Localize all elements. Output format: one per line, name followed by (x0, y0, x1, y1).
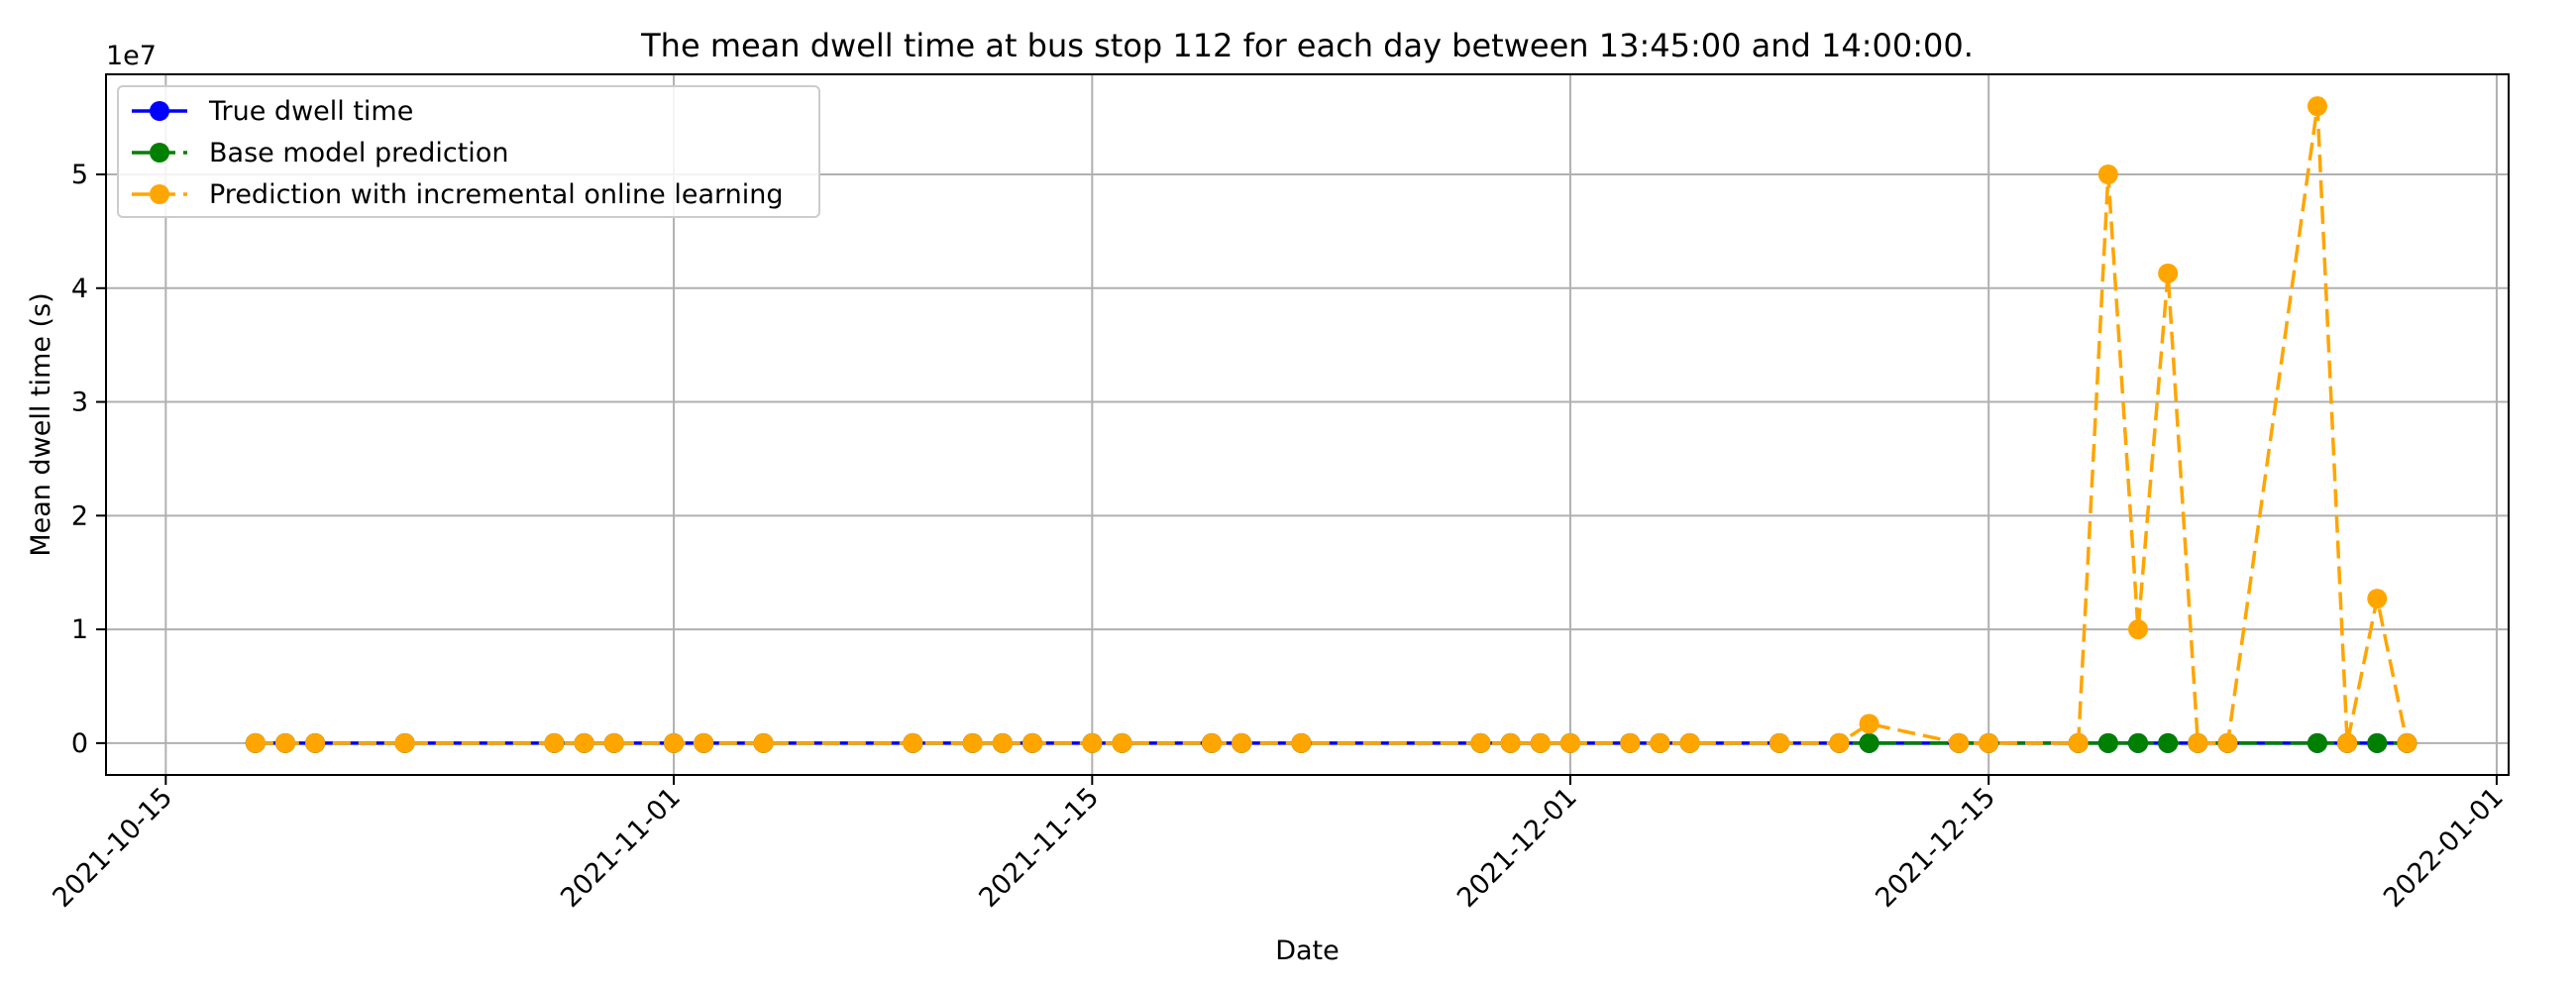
data-point (1829, 732, 1850, 753)
data-point (1112, 732, 1132, 753)
legend-label: True dwell time (208, 96, 413, 127)
data-point (1291, 732, 1312, 753)
data-point (1022, 732, 1043, 753)
data-point (753, 732, 774, 753)
data-point (394, 732, 415, 753)
data-point (2188, 732, 2208, 753)
y-axis-offset-text: 1e7 (106, 41, 157, 71)
data-point (2307, 96, 2327, 117)
legend-marker (150, 101, 169, 121)
data-point (1201, 732, 1222, 753)
data-point (1979, 732, 1999, 753)
data-point (1530, 732, 1551, 753)
legend-label: Prediction with incremental online learn… (209, 179, 784, 210)
data-point (1949, 732, 1970, 753)
series-line (255, 104, 2410, 745)
data-point (1770, 732, 1790, 753)
data-point (305, 732, 326, 753)
data-point (2097, 165, 2118, 184)
x-axis-label: Date (1275, 936, 1340, 966)
legend-marker (150, 184, 169, 204)
axes-frame (105, 73, 2510, 776)
data-point (2127, 619, 2148, 640)
legend-box (117, 85, 820, 218)
data-point (2158, 263, 2179, 283)
data-point (2158, 732, 2179, 753)
data-point (245, 732, 266, 753)
y-tick-label: 5 (71, 160, 88, 190)
data-point (2367, 589, 2388, 609)
data-point (1620, 732, 1641, 753)
data-point (1470, 732, 1491, 753)
data-point (2307, 732, 2327, 753)
data-point (694, 732, 714, 753)
legend: True dwell time Base model prediction Pred… (117, 85, 820, 218)
y-axis-label: Mean dwell time (s) (26, 292, 56, 556)
data-point (2217, 732, 2238, 753)
data-point (962, 732, 983, 753)
y-axis-ticks: 0 1 2 3 4 5 (71, 160, 106, 759)
data-point (1232, 732, 1252, 753)
legend-label: Base model prediction (209, 138, 508, 168)
data-point (1082, 732, 1103, 753)
data-point (2337, 732, 2358, 753)
data-point (603, 732, 624, 753)
y-tick-label: 2 (71, 500, 88, 531)
data-point (574, 732, 594, 753)
legend-marker (150, 143, 169, 163)
data-point (2367, 732, 2388, 753)
data-point (2127, 732, 2148, 753)
data-point (2097, 732, 2118, 753)
y-tick-label: 4 (71, 274, 88, 304)
chart-title: The mean dwell time at bus stop 112 for … (640, 27, 1974, 64)
y-tick-label: 3 (71, 387, 88, 418)
data-point (664, 732, 685, 753)
data-point (1650, 732, 1670, 753)
data-point (2068, 732, 2089, 753)
data-point (1859, 714, 1879, 734)
data-point (1679, 732, 1700, 753)
series-2 (245, 96, 2417, 753)
data-point (1859, 732, 1879, 753)
data-point (1559, 732, 1580, 753)
data-point (2397, 732, 2417, 753)
data-point (1500, 732, 1521, 753)
y-tick-label: 1 (71, 614, 88, 645)
plot-series (245, 96, 2417, 753)
data-point (274, 732, 295, 753)
y-tick-label: 0 (71, 728, 88, 759)
data-point (992, 732, 1013, 753)
data-point (903, 732, 923, 753)
data-point (544, 732, 565, 753)
